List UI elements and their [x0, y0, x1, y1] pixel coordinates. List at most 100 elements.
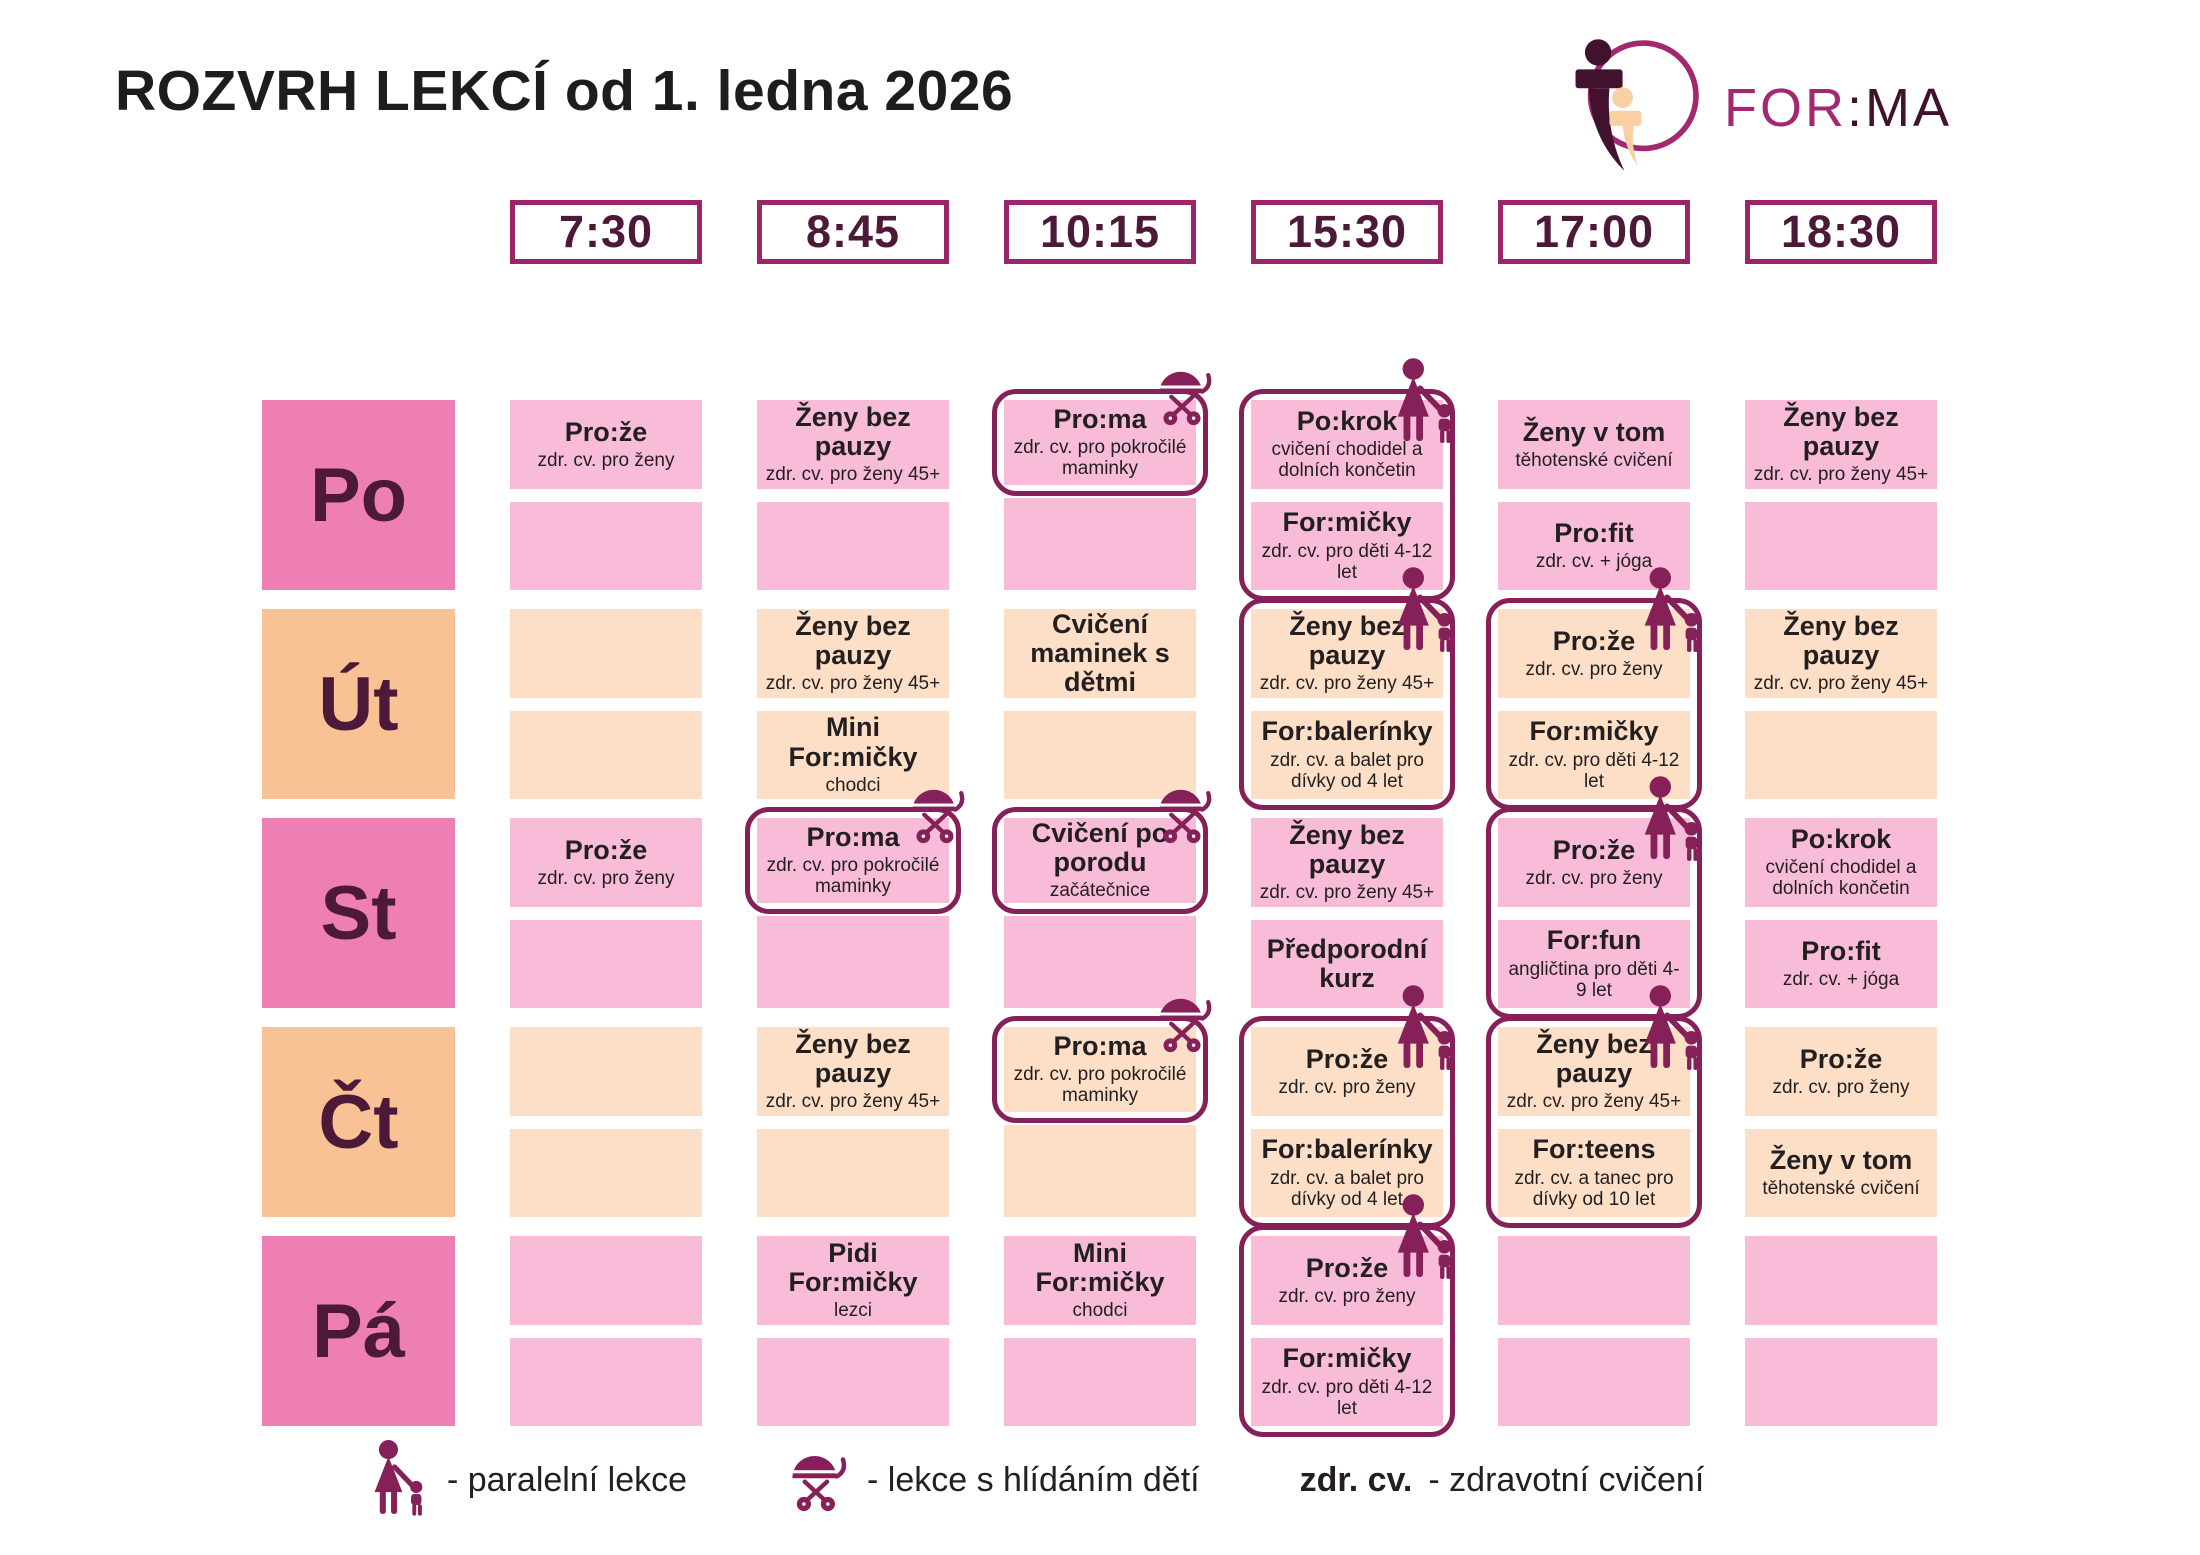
lesson-group: Pro:že zdr. cv. pro ženy For:mičky zdr. cv.…: [1239, 1194, 1455, 1437]
empty-cell: [1004, 915, 1196, 1008]
mother-child-icon: [1397, 358, 1452, 443]
schedule-slot: Pro:že zdr. cv. pro ženy For:mičky zdr. cv.…: [1239, 1194, 1455, 1437]
class-subtitle: zdr. cv. pro ženy 45+: [765, 673, 941, 695]
class-cell: Pro:že zdr. cv. pro ženy: [510, 818, 702, 907]
empty-cell: [757, 501, 949, 590]
class-title: Ženy bez pauzy: [1536, 1028, 1652, 1089]
class-subtitle: zdr. cv. pro děti 4-12 let: [1508, 749, 1680, 792]
class-cell: Ženy bez pauzy zdr. cv. pro ženy 45+: [1745, 400, 1937, 489]
class-subtitle: chodci: [825, 774, 881, 796]
class-cell: Mini For:mičky chodci: [1004, 1236, 1196, 1325]
day-label-4: Pá: [262, 1236, 455, 1426]
schedule-slot: Pro:že zdr. cv. pro ženy For:fun angličtina…: [1486, 776, 1702, 1019]
schedule-slot: Pro:že zdr. cv. pro ženy: [510, 818, 702, 1008]
empty-cell: [510, 609, 702, 698]
stroller-icon: [1159, 789, 1212, 844]
schedule-slot: Ženy bez pauzy zdr. cv. pro ženy 45+ Předp…: [1251, 818, 1443, 1008]
schedule-slot: Ženy bez pauzy zdr. cv. pro ženy 45+ For:t…: [1486, 985, 1702, 1228]
legend-parallel-label: - paralelní lekce: [447, 1460, 688, 1499]
class-title: Ženy bez pauzy: [1783, 610, 1899, 671]
lesson-group: Pro:ma zdr. cv. pro pokročilé maminky: [745, 789, 965, 913]
lesson-group: Pro:ma zdr. cv. pro pokročilé maminky: [992, 998, 1212, 1122]
empty-cell: [510, 1128, 702, 1217]
mother-child-icon: [1644, 776, 1699, 861]
empty-cell: [1745, 1236, 1937, 1325]
class-cell: Ženy v tom těhotenské cvičení: [1745, 1128, 1937, 1217]
class-title: Cvičení maminek s dětmi: [1030, 608, 1170, 697]
schedule-slot: Ženy bez pauzy zdr. cv. pro ženy 45+: [1745, 609, 1937, 799]
legend-parallel-lesson: - paralelní lekce: [365, 1438, 687, 1522]
class-title: Cvičení po porodu: [1031, 817, 1169, 878]
class-title: Pro:fit: [1554, 518, 1634, 549]
class-cell: Pro:že zdr. cv. pro ženy: [1745, 1027, 1937, 1116]
class-subtitle: zdr. cv. pro ženy 45+: [765, 464, 941, 486]
class-title: For:mičky: [1282, 1343, 1412, 1374]
class-title: Pro:že: [564, 834, 648, 865]
stroller-icon: [1159, 998, 1212, 1053]
lesson-group: Pro:že zdr. cv. pro ženy For:mičky zdr. cv.…: [1486, 567, 1702, 810]
time-header: 18:30: [1745, 200, 1937, 264]
mother-child-icon: [1644, 567, 1699, 652]
empty-cell: [757, 1128, 949, 1217]
lesson-group: Cvičení po porodu začátečnice: [992, 789, 1212, 913]
empty-cell: [1004, 1124, 1196, 1217]
schedule-slot: Pro:ma zdr. cv. pro pokročilé maminky: [992, 998, 1212, 1217]
time-header: 17:00: [1498, 200, 1690, 264]
class-title: For:balerínky: [1261, 1134, 1433, 1165]
class-title: Pro:ma: [1053, 403, 1147, 434]
schedule-slot: Ženy bez pauzy zdr. cv. pro ženy 45+: [757, 400, 949, 590]
class-title: Pro:fit: [1801, 936, 1881, 967]
schedule-slot: [510, 1027, 702, 1217]
schedule-slot: Po:krok cvičení chodidel a dolních končet…: [1745, 818, 1937, 1008]
class-subtitle: zdr. cv. pro ženy 45+: [1506, 1091, 1682, 1113]
class-subtitle: zdr. cv. pro ženy 45+: [1753, 673, 1929, 695]
class-title: Pro:že: [1305, 1043, 1389, 1074]
class-cell: Ženy bez pauzy zdr. cv. pro ženy 45+: [1251, 818, 1443, 907]
legend-childcare-lesson: - lekce s hlídáním dětí: [787, 1446, 1200, 1514]
time-header: 7:30: [510, 200, 702, 264]
class-subtitle: zdr. cv. pro pokročilé maminky: [1013, 1064, 1187, 1107]
class-title: Ženy bez pauzy: [1289, 819, 1405, 880]
empty-cell: [510, 1236, 702, 1325]
empty-cell: [757, 1337, 949, 1426]
class-subtitle: zdr. cv. pro pokročilé maminky: [766, 855, 940, 898]
stroller-icon: [792, 1456, 847, 1512]
class-cell: Cvičení po porodu začátečnice: [1004, 818, 1196, 903]
class-title: Ženy v tom: [1769, 1145, 1913, 1176]
class-title: Pro:ma: [1053, 1030, 1147, 1061]
schedule-slot: Ženy bez pauzy zdr. cv. pro ženy 45+: [1745, 400, 1937, 590]
class-subtitle: zdr. cv. a balet pro dívky od 4 let: [1270, 749, 1424, 792]
class-cell: For:mičky zdr. cv. pro děti 4-12 let: [1251, 1337, 1443, 1426]
schedule-slot: Pro:ma zdr. cv. pro pokročilé maminky: [745, 789, 965, 1008]
class-cell: Pro:ma zdr. cv. pro pokročilé maminky: [757, 818, 949, 903]
legend-zdr-abbr: zdr. cv.: [1299, 1460, 1413, 1499]
class-subtitle: cvičení chodidel a dolních končetin: [1765, 857, 1917, 900]
forma-logo-text-secondary: :MA: [1846, 78, 1952, 138]
class-title: Ženy v tom: [1522, 416, 1666, 447]
legend-zdr-cv: zdr. cv. - zdravotní cvičení: [1300, 1461, 1705, 1500]
stroller-icon: [912, 789, 965, 844]
schedule-slot: Pro:že zdr. cv. pro ženy For:mičky zdr. cv.…: [1486, 567, 1702, 810]
class-subtitle: zdr. cv. a balet pro dívky od 4 let: [1270, 1167, 1424, 1210]
grid-corner: [262, 200, 455, 264]
class-subtitle: chodci: [1072, 1300, 1128, 1322]
empty-cell: [1498, 1236, 1690, 1325]
schedule-slot: Ženy v tom těhotenské cvičení Pro:fit zdr. …: [1498, 400, 1690, 590]
lesson-group: Pro:že zdr. cv. pro ženy For:fun angličtina…: [1486, 776, 1702, 1019]
mother-child-icon: [1397, 985, 1452, 1070]
empty-cell: [510, 919, 702, 1008]
class-subtitle: těhotenské cvičení: [1515, 449, 1673, 471]
class-cell: Ženy bez pauzy zdr. cv. pro ženy 45+: [757, 1027, 949, 1116]
class-cell: For:balerínky zdr. cv. a balet pro dívky …: [1251, 1128, 1443, 1217]
lesson-group: Po:krok cvičení chodidel a dolních končet…: [1239, 358, 1455, 601]
class-cell: Pidi For:mičky lezci: [757, 1236, 949, 1325]
class-subtitle: začátečnice: [1049, 880, 1151, 902]
class-subtitle: zdr. cv. pro děti 4-12 let: [1261, 1376, 1433, 1419]
time-header: 8:45: [757, 200, 949, 264]
schedule-slot: [1498, 1236, 1690, 1426]
class-subtitle: zdr. cv. pro ženy: [1278, 1285, 1416, 1307]
class-cell: Ženy bez pauzy zdr. cv. pro ženy 45+: [757, 400, 949, 489]
class-subtitle: zdr. cv. pro ženy: [1525, 658, 1663, 680]
class-title: Pro:že: [1552, 625, 1636, 656]
class-subtitle: angličtina pro děti 4-9 let: [1508, 958, 1680, 1001]
